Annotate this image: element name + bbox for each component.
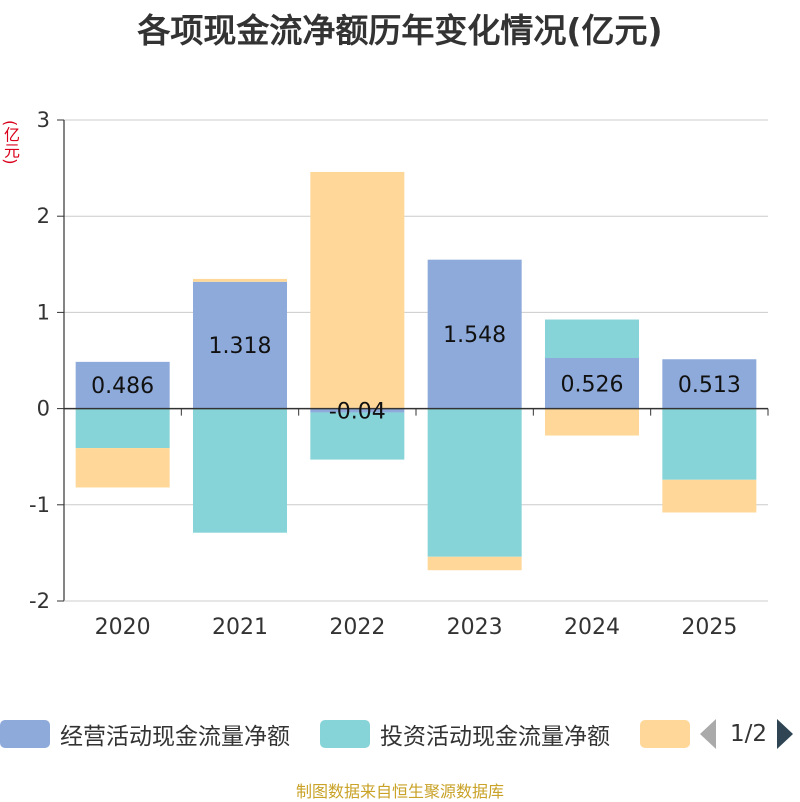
bar-investing-2024	[545, 319, 639, 358]
bar-third-2025	[662, 479, 757, 513]
data-label-operating-2023: 1.548	[443, 323, 506, 348]
bar-investing-2021	[193, 408, 287, 533]
bar-third-2023	[427, 556, 522, 571]
legend-swatch-investing	[320, 720, 370, 748]
prev-page-icon[interactable]	[700, 719, 716, 749]
next-page-icon[interactable]	[777, 719, 794, 749]
data-label-operating-2020: 0.486	[91, 374, 154, 399]
data-label-operating-2024: 0.526	[561, 372, 624, 397]
bar-operating-2021	[193, 281, 287, 409]
legend-label-investing: 投资活动现金流量净额	[380, 724, 610, 750]
x-tick-label: 2020	[95, 615, 151, 640]
y-tick-label: -1	[29, 493, 50, 517]
data-label-operating-2025: 0.513	[678, 373, 741, 398]
legend-pager: 1/2	[700, 718, 794, 750]
data-source-note: 制图数据来自恒生聚源数据库	[295, 782, 504, 801]
legend-swatch-third	[640, 720, 690, 748]
cash-flow-chart: -2 -1 0 1 2 3 2020 2021 2022 2023 2024 2025 0.486 1.3…	[29, 108, 769, 640]
legend-item-operating[interactable]: 经营活动现金流量净额	[0, 718, 290, 750]
legend-page-indicator: 1/2	[730, 721, 768, 747]
bar-operating-2022	[310, 408, 405, 413]
bar-operating-2020	[75, 361, 170, 409]
x-tick-label: 2025	[681, 615, 737, 640]
bar-investing-2020	[75, 408, 170, 449]
chart-legend: 经营活动现金流量净额 投资活动现金流量净额 1/2	[0, 712, 800, 756]
data-label-operating-2021: 1.318	[209, 334, 272, 359]
y-tick-label: 2	[37, 204, 50, 228]
bar-third-2020	[75, 448, 170, 488]
y-axis-unit-label: (亿元)	[1, 120, 20, 165]
bar-operating-2023	[427, 259, 522, 409]
y-tick-label: 3	[37, 108, 50, 132]
bar-third-2024	[545, 408, 639, 436]
y-tick-label: -2	[29, 589, 50, 613]
data-label-operating-2022: -0.04	[329, 400, 386, 425]
y-tick-label: 0	[37, 397, 50, 421]
legend-item-investing[interactable]: 投资活动现金流量净额	[320, 718, 610, 750]
x-tick-label: 2024	[564, 615, 620, 640]
bar-operating-2024	[545, 357, 639, 409]
x-tick-label: 2022	[329, 615, 385, 640]
legend-label-operating: 经营活动现金流量净额	[60, 724, 290, 750]
legend-swatch-operating	[0, 720, 50, 748]
bar-investing-2025	[662, 408, 757, 480]
bar-third-2022	[310, 171, 405, 409]
bar-operating-2025	[662, 359, 757, 409]
x-tick-label: 2021	[212, 615, 268, 640]
bar-investing-2023	[427, 408, 522, 557]
chart-title: 各项现金流净额历年变化情况(亿元)	[137, 11, 663, 50]
legend-item-third[interactable]	[640, 718, 700, 750]
y-tick-label: 1	[37, 300, 50, 324]
bar-investing-2022	[310, 412, 405, 460]
x-tick-label: 2023	[447, 615, 503, 640]
bar-third-2021	[193, 278, 287, 282]
